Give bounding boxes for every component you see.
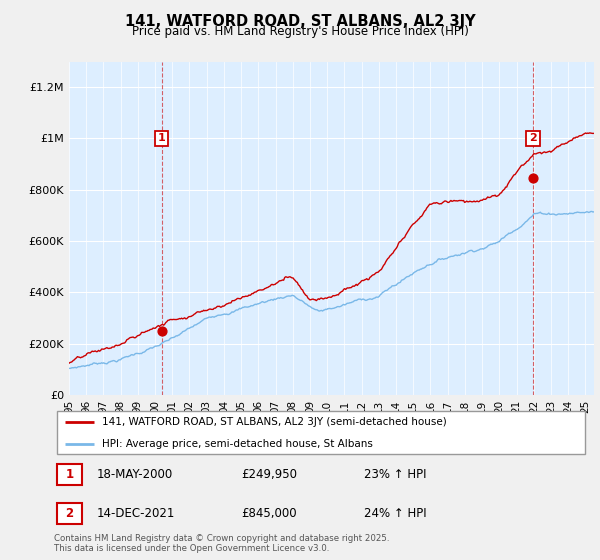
FancyBboxPatch shape (56, 411, 586, 454)
Text: 23% ↑ HPI: 23% ↑ HPI (364, 468, 426, 481)
Text: £845,000: £845,000 (241, 507, 296, 520)
FancyBboxPatch shape (56, 503, 82, 524)
Text: 2: 2 (65, 507, 74, 520)
Text: HPI: Average price, semi-detached house, St Albans: HPI: Average price, semi-detached house,… (102, 438, 373, 449)
Text: 2: 2 (529, 133, 537, 143)
Text: 1: 1 (158, 133, 166, 143)
Point (528, 174, 538, 183)
Text: 1: 1 (65, 468, 74, 481)
Text: Contains HM Land Registry data © Crown copyright and database right 2025.
This d: Contains HM Land Registry data © Crown c… (54, 534, 389, 553)
Text: 24% ↑ HPI: 24% ↑ HPI (364, 507, 427, 520)
Point (157, 326, 166, 335)
FancyBboxPatch shape (56, 464, 82, 485)
Text: 14-DEC-2021: 14-DEC-2021 (97, 507, 175, 520)
Text: 141, WATFORD ROAD, ST ALBANS, AL2 3JY: 141, WATFORD ROAD, ST ALBANS, AL2 3JY (125, 14, 475, 29)
Text: 141, WATFORD ROAD, ST ALBANS, AL2 3JY (semi-detached house): 141, WATFORD ROAD, ST ALBANS, AL2 3JY (s… (102, 417, 447, 427)
Text: 18-MAY-2000: 18-MAY-2000 (97, 468, 173, 481)
Text: £249,950: £249,950 (241, 468, 297, 481)
Text: Price paid vs. HM Land Registry's House Price Index (HPI): Price paid vs. HM Land Registry's House … (131, 25, 469, 38)
